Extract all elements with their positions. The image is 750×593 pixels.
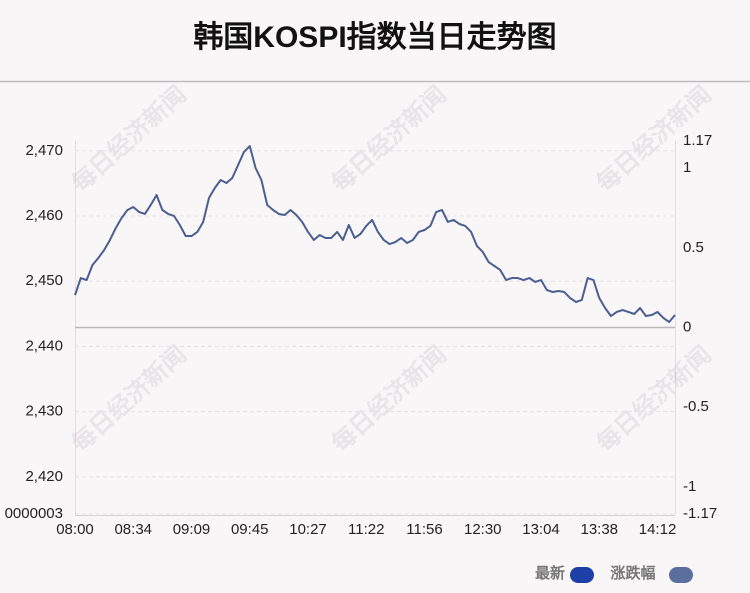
price-line <box>74 145 676 324</box>
y2-tick-label: -0.5 <box>683 398 709 415</box>
y2-tick-label: 1 <box>683 159 691 176</box>
x-tick-label: 09:09 <box>173 521 211 538</box>
y-tick-label: 2,470 <box>25 142 63 159</box>
x-tick-label: 13:38 <box>580 521 618 538</box>
y-tick-label: 2,450 <box>25 272 63 289</box>
x-tick-label: 14:12 <box>639 521 677 538</box>
y-tick-label: 2,420 <box>25 468 63 485</box>
y-tick-label: 2,440 <box>25 337 63 354</box>
y2-tick-label: 0.5 <box>683 239 704 256</box>
x-tick-label: 10:27 <box>289 521 327 538</box>
legend-swatch <box>669 567 693 583</box>
x-tick-label: 11:22 <box>348 521 384 538</box>
x-tick-label: 09:45 <box>231 521 269 538</box>
x-tick-label: 12:30 <box>464 521 502 538</box>
legend-label: 最新 <box>535 564 565 582</box>
y2-tick-label: 1.17 <box>683 132 712 149</box>
y-tick-label: 2,460 <box>25 207 63 224</box>
x-tick-label: 13:04 <box>522 521 560 538</box>
legend-swatch <box>570 567 594 583</box>
legend-label: 涨跌幅 <box>610 564 655 582</box>
y-tick-label: 0000003 <box>5 505 63 522</box>
chart-title: 韩国KOSPI指数当日走势图 <box>193 21 556 54</box>
x-tick-label: 08:00 <box>56 521 94 538</box>
x-tick-label: 08:34 <box>114 521 152 538</box>
x-tick-label: 11:56 <box>406 521 442 538</box>
y-tick-label: 2,430 <box>25 403 63 420</box>
y2-tick-label: -1.17 <box>683 505 717 522</box>
y2-tick-label: -1 <box>683 478 696 495</box>
y2-tick-label: 0 <box>683 318 691 335</box>
